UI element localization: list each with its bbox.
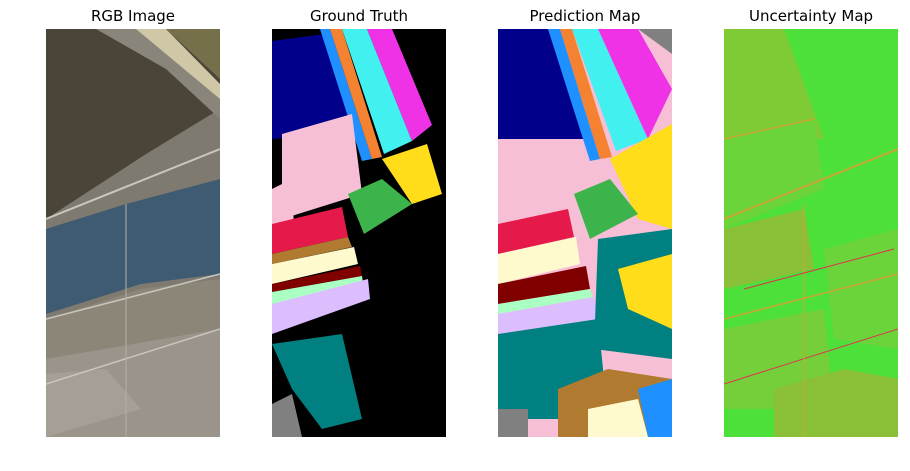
panel-title: Prediction Map bbox=[529, 7, 641, 25]
panel-prediction-map: Prediction Map bbox=[498, 0, 672, 471]
ground-truth-map bbox=[272, 29, 446, 437]
panel-title: Ground Truth bbox=[310, 7, 408, 25]
rgb-image bbox=[46, 29, 220, 437]
prediction-map bbox=[498, 29, 672, 437]
panel-uncertainty-map: Uncertainty Map bbox=[724, 0, 898, 471]
uncertainty-map bbox=[724, 29, 898, 437]
panel-rgb-image: RGB Image bbox=[46, 0, 220, 471]
panel-title: RGB Image bbox=[90, 7, 176, 25]
panel-ground-truth: Ground Truth bbox=[272, 0, 446, 471]
panel-title: Uncertainty Map bbox=[748, 7, 874, 25]
